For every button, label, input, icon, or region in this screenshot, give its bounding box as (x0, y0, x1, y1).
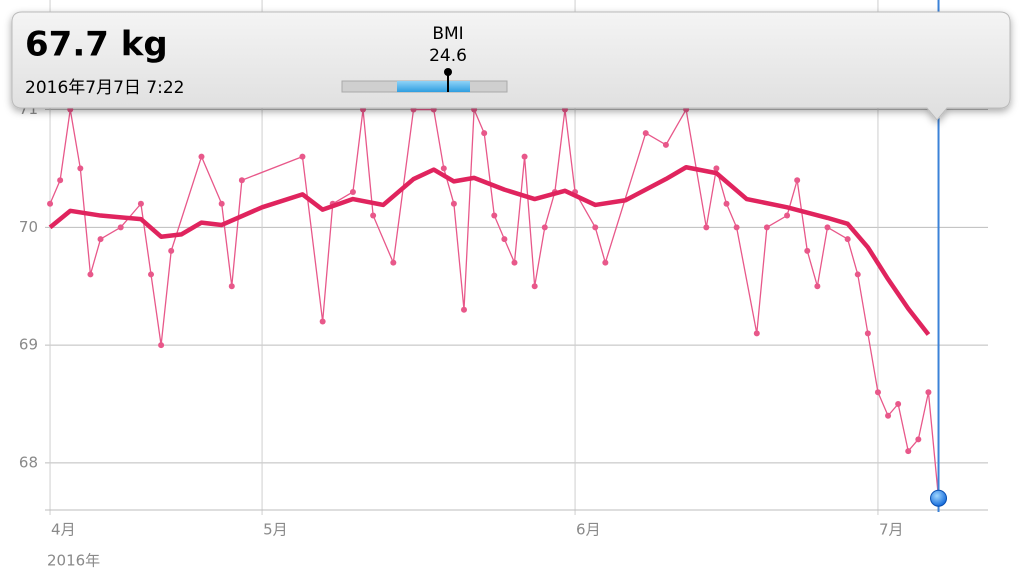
bmi-value: 24.6 (429, 46, 467, 66)
weight-point (824, 224, 831, 231)
weight-point (97, 236, 104, 243)
weight-point (531, 283, 538, 290)
weight-point (662, 141, 669, 148)
weight-point (299, 153, 306, 160)
weight-point (319, 318, 326, 325)
weight-point (238, 177, 245, 184)
weight-line (49, 108, 940, 499)
weight-point (541, 224, 548, 231)
year-label: 2016年 (47, 552, 100, 570)
weight-point (794, 177, 801, 184)
weight-point (895, 400, 902, 407)
bmi-label: BMI (432, 24, 463, 44)
weight-point (703, 224, 710, 231)
weight-point (47, 200, 54, 207)
weight-point (885, 412, 892, 419)
weight-point (642, 130, 649, 137)
y-tick-label: 69 (19, 336, 38, 354)
weight-point (218, 200, 225, 207)
weight-point (168, 247, 175, 254)
weight-point (874, 389, 881, 396)
weight-point (148, 271, 155, 278)
tooltip-box (11, 11, 1011, 121)
weight-point (915, 436, 922, 443)
weight-point (87, 271, 94, 278)
weight-point (864, 330, 871, 337)
average-line (48, 165, 931, 336)
x-tick-label: 7月 (879, 521, 904, 539)
bmi-pointer-head (444, 68, 452, 76)
weight-point (844, 236, 851, 243)
weight-point (784, 212, 791, 219)
bmi-normal-range (397, 81, 470, 92)
tooltip-value: 67.7 kg (25, 25, 168, 65)
weight-point (57, 177, 64, 184)
tooltip: 67.7 kg 2016年7月7日 7:22 BMI 24.6 (11, 11, 1011, 121)
weight-point (501, 236, 508, 243)
weight-point (723, 200, 730, 207)
weight-point (117, 224, 124, 231)
y-tick-label: 70 (19, 218, 38, 236)
weight-point (198, 153, 205, 160)
weight-point (77, 165, 84, 172)
weight-point (460, 306, 467, 313)
weight-point (137, 200, 144, 207)
weight-point (753, 330, 760, 337)
weight-point (228, 283, 235, 290)
weight-point (925, 389, 932, 396)
weight-point (854, 271, 861, 278)
weight-point (521, 153, 528, 160)
weight-point (491, 212, 498, 219)
weight-point (763, 224, 770, 231)
x-tick-label: 6月 (576, 521, 601, 539)
weight-point (511, 259, 518, 266)
weight-point (602, 259, 609, 266)
weight-point (713, 165, 720, 172)
weight-point (481, 130, 488, 137)
selected-point (930, 489, 948, 507)
weight-point (905, 448, 912, 455)
weight-point (390, 259, 397, 266)
y-tick-label: 68 (19, 453, 38, 471)
weight-point (370, 212, 377, 219)
weight-point (440, 165, 447, 172)
weight-point (450, 200, 457, 207)
x-tick-label: 4月 (51, 521, 76, 539)
tooltip-date: 2016年7月7日 7:22 (25, 78, 184, 98)
weight-point (733, 224, 740, 231)
weight-point (349, 188, 356, 195)
weight-point (814, 283, 821, 290)
weight-point (804, 247, 811, 254)
weight-point (592, 224, 599, 231)
x-tick-label: 5月 (263, 521, 288, 539)
weight-point (158, 342, 165, 349)
